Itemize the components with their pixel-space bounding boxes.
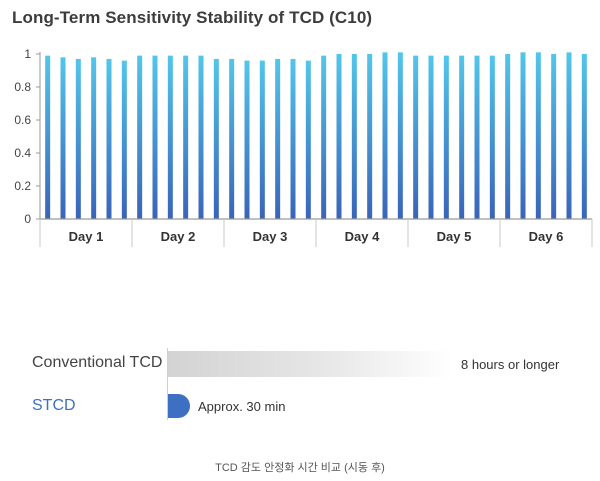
bar — [244, 60, 250, 219]
conventional-tcd-bar — [168, 351, 453, 377]
bar — [566, 52, 572, 219]
bar — [351, 54, 357, 219]
bar — [551, 54, 557, 219]
bar — [290, 58, 296, 220]
y-tick-label: 0 — [24, 212, 31, 226]
bar — [581, 54, 587, 219]
x-tick-label: Day 5 — [437, 229, 472, 244]
bar — [535, 52, 541, 219]
y-tick-label: 0.8 — [14, 80, 31, 94]
bar — [259, 60, 265, 219]
bar — [229, 58, 235, 220]
y-axis: 0 0.2 0.4 0.6 0.8 1 — [14, 47, 41, 226]
bar — [167, 55, 173, 220]
x-tick-label: Day 2 — [161, 229, 196, 244]
bar-chart: 0 0.2 0.4 0.6 0.8 1 Day 1 Day 2 Day 3 Day 4 Day 5… — [14, 47, 593, 247]
x-tick-label: Day 1 — [69, 229, 104, 244]
bar — [152, 55, 158, 220]
bar — [183, 55, 189, 220]
bar — [443, 55, 449, 220]
bar — [121, 60, 127, 219]
bar — [474, 55, 480, 220]
bar — [459, 55, 465, 220]
y-tick-label: 0.2 — [14, 179, 31, 193]
bars — [45, 52, 587, 220]
y-tick-label: 1 — [24, 47, 31, 61]
bar — [321, 55, 327, 220]
stcd-label: STCD — [32, 397, 76, 414]
comparison-divider — [167, 348, 168, 420]
y-tick-label: 0.4 — [14, 146, 31, 160]
bar — [382, 52, 388, 219]
stcd-value: Approx. 30 min — [198, 399, 286, 414]
bar — [137, 55, 143, 220]
bar — [305, 60, 311, 219]
stcd-bar — [168, 394, 190, 418]
chart-title: Long-Term Sensitivity Stability of TCD (… — [12, 8, 373, 27]
conventional-tcd-label: Conventional TCD — [32, 354, 163, 371]
bar — [520, 52, 526, 219]
bar — [428, 55, 434, 220]
bar — [489, 55, 495, 220]
bar — [75, 58, 81, 220]
bar — [60, 57, 66, 219]
comparison-caption: TCD 감도 안정화 시간 비교 (시동 후) — [215, 462, 385, 474]
bar — [198, 55, 204, 220]
bar — [367, 54, 373, 219]
bar — [106, 58, 112, 220]
x-tick-label: Day 3 — [253, 229, 288, 244]
x-axis: Day 1 Day 2 Day 3 Day 4 Day 5 Day 6 — [39, 218, 593, 247]
bar — [505, 54, 511, 219]
bar — [45, 55, 51, 220]
bar — [91, 57, 97, 219]
x-tick-label: Day 6 — [529, 229, 564, 244]
bar — [397, 52, 403, 219]
y-tick-label: 0.6 — [14, 113, 31, 127]
conventional-tcd-value: 8 hours or longer — [461, 357, 560, 372]
bar — [213, 58, 219, 220]
bar — [413, 55, 419, 220]
bar — [275, 58, 281, 220]
x-tick-label: Day 4 — [345, 229, 380, 244]
bar — [336, 54, 342, 219]
